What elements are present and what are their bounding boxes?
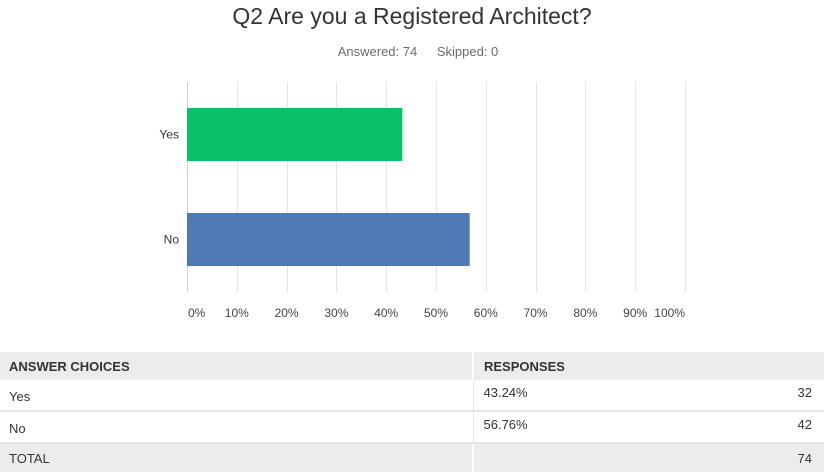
total-label: TOTAL xyxy=(0,443,473,472)
total-spacer xyxy=(472,443,773,472)
bar-yes xyxy=(187,108,403,161)
row-count: 32 xyxy=(773,380,824,412)
row-percent: 43.24% xyxy=(472,380,773,412)
table-row: Yes 43.24% 32 xyxy=(0,380,824,412)
header-answer-choices: ANSWER CHOICES xyxy=(0,352,474,380)
x-tick-label: 30% xyxy=(324,306,348,320)
category-labels: Yes No xyxy=(159,128,179,247)
skipped-count: Skipped: 0 xyxy=(436,44,499,59)
row-choice: Yes xyxy=(0,380,473,412)
responses-table: ANSWER CHOICES RESPONSES Yes 43.24% 32 N… xyxy=(0,352,824,472)
x-tick-label: 20% xyxy=(275,306,299,320)
x-tick-label: 70% xyxy=(524,306,548,320)
row-choice: No xyxy=(0,411,473,444)
x-tick-label: 100% xyxy=(654,306,685,320)
bar-no xyxy=(187,213,470,266)
x-tick-label: 60% xyxy=(474,306,498,320)
x-tick-label: 90% xyxy=(623,306,647,320)
answered-count: Answered: 74 xyxy=(337,44,418,59)
bars xyxy=(187,108,470,266)
table-row: No 56.76% 42 xyxy=(0,411,824,444)
row-count: 42 xyxy=(773,411,824,444)
table-header: ANSWER CHOICES RESPONSES xyxy=(0,352,824,380)
x-tick-label: 80% xyxy=(573,306,597,320)
x-tick-label: 50% xyxy=(424,306,448,320)
category-label: No xyxy=(164,233,180,247)
total-count: 74 xyxy=(773,443,824,472)
table-total-row: TOTAL 74 xyxy=(0,443,824,472)
row-percent: 56.76% xyxy=(472,411,773,444)
x-tick-label: 0% xyxy=(188,306,206,320)
response-stats: Answered: 74 Skipped: 0 xyxy=(0,44,824,59)
bar-chart: Yes No 0% 10% 20% 30% 40% 50% 60% 70% 80% 90% 100% xyxy=(159,82,686,320)
x-tick-label: 40% xyxy=(374,306,398,320)
chart-title: Q2 Are you a Registered Architect? xyxy=(232,3,592,29)
x-tick-label: 10% xyxy=(225,306,249,320)
category-label: Yes xyxy=(159,128,179,142)
header-responses: RESPONSES xyxy=(473,352,824,380)
x-axis-ticks: 0% 10% 20% 30% 40% 50% 60% 70% 80% 90% 100% xyxy=(188,306,685,320)
